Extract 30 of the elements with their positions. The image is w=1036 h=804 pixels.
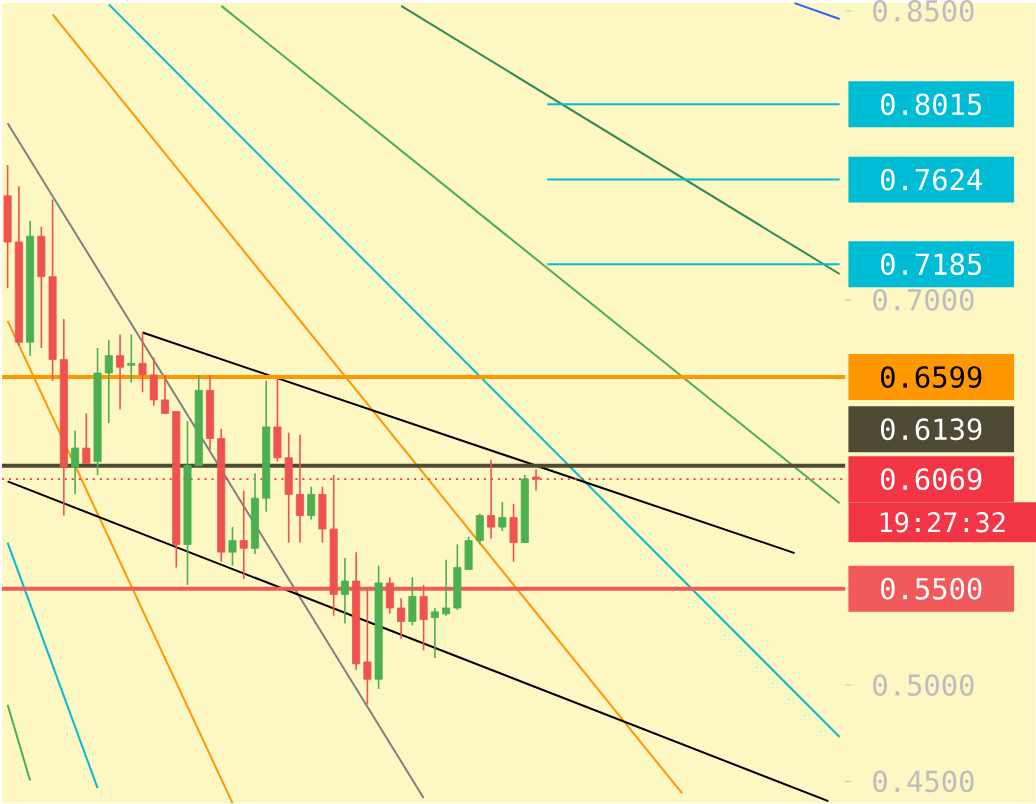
candlestick xyxy=(138,331,147,394)
candlestick xyxy=(442,558,451,617)
candlestick xyxy=(340,557,349,625)
ref-line-label: 0.6599 xyxy=(881,366,982,388)
candlestick xyxy=(307,485,316,521)
text: 0.7624 xyxy=(881,168,982,191)
text: 0.7185 xyxy=(881,253,981,276)
candlestick xyxy=(295,433,304,544)
candlestick xyxy=(71,429,80,496)
text: 0.8015 xyxy=(881,93,981,116)
candlestick xyxy=(498,501,507,532)
candlestick xyxy=(82,412,91,465)
candlestick xyxy=(430,607,439,659)
candlestick xyxy=(116,333,125,411)
y-tick-label: 0.5000 xyxy=(873,674,974,696)
ref-line-label: 0.6139 xyxy=(881,418,982,441)
y-tick-label: 0.4500 xyxy=(873,770,974,793)
ref-line-label: 0.6069 xyxy=(881,468,982,490)
candlestick xyxy=(532,468,541,492)
y-tick-label: 0.7000 xyxy=(873,288,974,311)
candlestick xyxy=(161,374,170,415)
ref-line-label: 0.5500 xyxy=(881,577,982,600)
candlestick xyxy=(487,458,496,540)
text: 19:27:32 xyxy=(880,512,1005,533)
candlestick xyxy=(228,526,237,567)
y-tick-label: 0.8500 xyxy=(873,0,974,22)
candlestick xyxy=(104,339,113,424)
candlestick xyxy=(397,597,406,640)
candlestick xyxy=(127,333,136,384)
candlestick xyxy=(239,489,248,580)
